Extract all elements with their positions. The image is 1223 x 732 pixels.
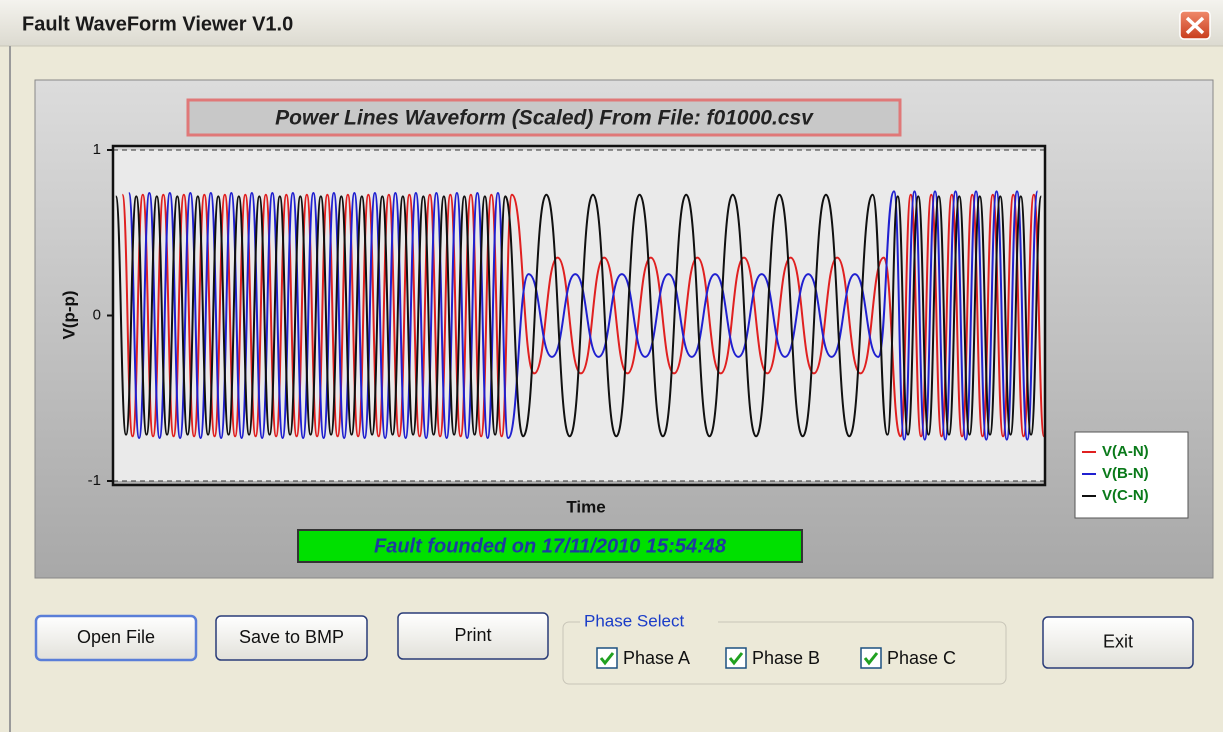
controls: Open File Save to BMP Print Exit Phase A Phas…: [34, 612, 1194, 669]
chart-title-box: [186, 98, 902, 137]
y-axis-label: V(p-p): [59, 290, 78, 339]
legend-items: V(A-N) V(B-N) V(C-N): [1082, 443, 1149, 504]
checkbox-box[interactable]: [596, 647, 618, 669]
button-face[interactable]: [1042, 616, 1194, 669]
checkbox-box[interactable]: [860, 647, 882, 669]
button[interactable]: Save to BMP: [215, 615, 368, 661]
legend-label: V(C-N): [1102, 487, 1149, 504]
checkbox-check[interactable]: [599, 652, 615, 666]
button-label[interactable]: Open File: [77, 627, 155, 647]
checkbox-label[interactable]: Phase C: [887, 648, 956, 668]
phase-groupbox: [562, 621, 1007, 685]
button[interactable]: Exit: [1042, 616, 1194, 669]
checkbox-label[interactable]: Phase B: [752, 648, 820, 668]
y-tick-label: -1: [88, 472, 101, 489]
x-axis-label: Time: [566, 497, 605, 516]
checkbox-check[interactable]: [863, 652, 879, 666]
y-tick-label: 0: [93, 306, 101, 323]
button-label[interactable]: Exit: [1103, 631, 1133, 651]
checkbox-check[interactable]: [728, 652, 744, 666]
checkbox[interactable]: Phase A: [596, 647, 690, 669]
button-face[interactable]: [215, 615, 368, 661]
title-bar: [0, 0, 1223, 46]
legend-label: V(A-N): [1102, 443, 1149, 460]
button-face[interactable]: [34, 614, 198, 662]
button[interactable]: Open File: [34, 614, 198, 662]
chart-title: Power Lines Waveform (Scaled) From File:…: [275, 107, 814, 130]
checkbox[interactable]: Phase C: [860, 647, 956, 669]
button-label[interactable]: Print: [454, 625, 491, 645]
y-tick-label: 1: [93, 141, 101, 158]
waveform-line: [121, 193, 1046, 438]
groupbox-label: Phase Select: [584, 611, 684, 630]
button[interactable]: Print: [397, 612, 549, 660]
close-button[interactable]: [1179, 10, 1211, 40]
checkbox-label[interactable]: Phase A: [623, 648, 690, 668]
window-title: Fault WaveForm Viewer V1.0: [22, 13, 293, 35]
status-text: Fault founded on 17/11/2010 15:54:48: [374, 535, 727, 557]
button-label[interactable]: Save to BMP: [239, 627, 344, 647]
checkbox[interactable]: Phase B: [725, 647, 820, 669]
plot: [114, 190, 1046, 441]
waveform-line: [114, 193, 1043, 438]
checkbox-box[interactable]: [725, 647, 747, 669]
button-face[interactable]: [397, 612, 549, 660]
waveform-line: [127, 190, 1039, 441]
status-box: [297, 529, 803, 563]
legend-label: V(B-N): [1102, 465, 1149, 482]
